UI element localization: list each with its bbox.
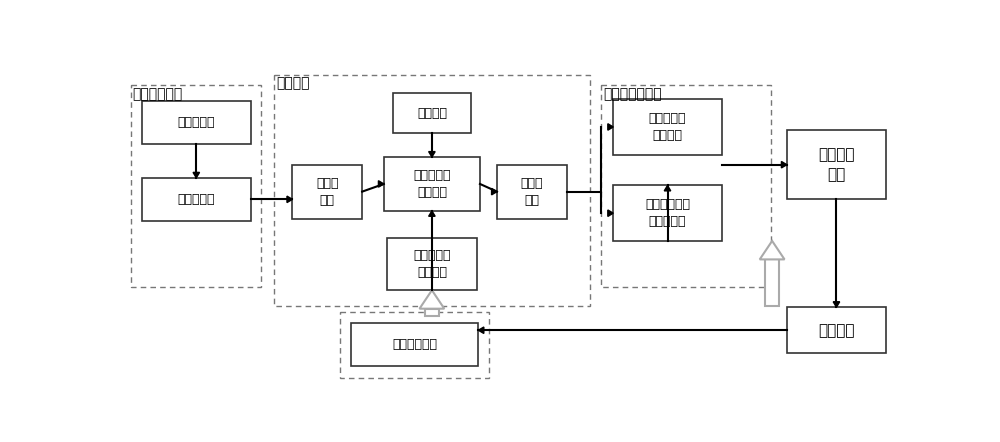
- Bar: [787, 130, 886, 199]
- Text: 红外探测与
采集单元: 红外探测与 采集单元: [649, 112, 686, 142]
- Polygon shape: [781, 161, 787, 168]
- Polygon shape: [425, 309, 439, 316]
- Bar: [142, 178, 251, 221]
- Bar: [601, 85, 771, 287]
- Polygon shape: [760, 241, 785, 259]
- Polygon shape: [833, 302, 840, 307]
- Polygon shape: [478, 327, 484, 333]
- Bar: [613, 99, 722, 155]
- Text: 参考激光探测
与采集单元: 参考激光探测 与采集单元: [645, 198, 690, 228]
- Bar: [497, 165, 567, 219]
- Polygon shape: [420, 290, 444, 309]
- Bar: [142, 101, 251, 144]
- Bar: [274, 75, 590, 305]
- Text: 观瞄镜单元: 观瞄镜单元: [178, 116, 215, 129]
- Bar: [787, 307, 886, 353]
- Bar: [340, 312, 489, 378]
- Text: 电机驱动模块: 电机驱动模块: [392, 338, 437, 351]
- Bar: [351, 323, 478, 366]
- Text: 望远观瞄模块: 望远观瞄模块: [133, 87, 183, 101]
- Text: 冷屏单元: 冷屏单元: [417, 107, 447, 120]
- Text: 望远镜单元: 望远镜单元: [178, 193, 215, 206]
- Bar: [384, 157, 480, 211]
- Text: 后光路
单元: 后光路 单元: [521, 177, 543, 207]
- Polygon shape: [287, 196, 292, 202]
- Text: 探测与采集模块: 探测与采集模块: [603, 87, 662, 101]
- Polygon shape: [378, 181, 384, 187]
- Text: 参考激光干
涉仪单元: 参考激光干 涉仪单元: [413, 249, 451, 279]
- Bar: [613, 186, 722, 241]
- Bar: [131, 85, 261, 287]
- Bar: [387, 238, 477, 290]
- Text: 主控模块: 主控模块: [818, 323, 855, 338]
- Polygon shape: [608, 210, 613, 217]
- Text: 前光路
单元: 前光路 单元: [316, 177, 339, 207]
- Polygon shape: [664, 186, 671, 191]
- Polygon shape: [765, 259, 779, 305]
- Bar: [292, 165, 362, 219]
- Text: 光学模块: 光学模块: [276, 76, 310, 90]
- Polygon shape: [492, 188, 497, 195]
- Polygon shape: [608, 124, 613, 130]
- Text: 快速扫描干
涉仪单元: 快速扫描干 涉仪单元: [413, 169, 451, 199]
- Polygon shape: [429, 211, 435, 216]
- Text: 数据处理
模块: 数据处理 模块: [818, 147, 855, 182]
- Polygon shape: [193, 172, 200, 178]
- Polygon shape: [429, 152, 435, 157]
- Bar: [393, 93, 471, 133]
